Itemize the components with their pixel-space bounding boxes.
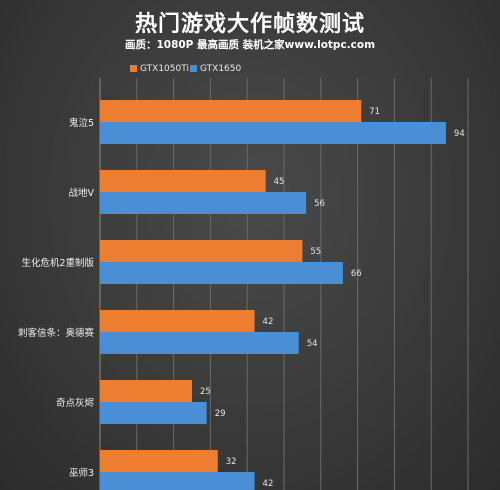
category-label: 刺客信条：奥德赛 [18,327,95,339]
bar [100,192,307,214]
data-label: 42 [263,317,274,327]
data-label: 66 [351,269,362,279]
chart-title: 热门游戏大作帧数测试 [134,12,365,37]
category-label: 战地V [69,187,95,199]
bar [100,122,446,144]
data-label: 25 [200,387,211,397]
data-label: 29 [215,409,226,419]
bar [100,310,255,332]
data-label: 94 [454,129,465,139]
legend-label: GTX1050Ti [140,64,189,74]
data-label: 55 [310,247,321,257]
category-label: 生化危机2重制版 [21,257,94,269]
bar [100,450,218,472]
data-label: 32 [226,457,237,467]
legend-swatch [190,65,197,72]
data-label: 71 [369,107,380,117]
bar [100,262,343,284]
legend-label: GTX1650 [200,64,241,74]
category-label: 鬼泣5 [69,117,94,129]
data-label: 42 [263,479,274,489]
data-label: 45 [274,177,285,187]
data-label: 54 [307,339,318,349]
bar [100,100,362,122]
chart-subtitle: 画质：1080P 最高画质 装机之家www.lotpc.com [124,39,376,51]
bar [100,402,207,424]
bar [100,472,255,490]
bar [100,240,303,262]
bar [100,380,192,402]
category-label: 奇点灰烬 [56,397,95,409]
legend-swatch [130,65,137,72]
category-label: 巫师3 [69,467,94,479]
data-label: 56 [314,199,325,209]
bar [100,332,299,354]
bar [100,170,266,192]
